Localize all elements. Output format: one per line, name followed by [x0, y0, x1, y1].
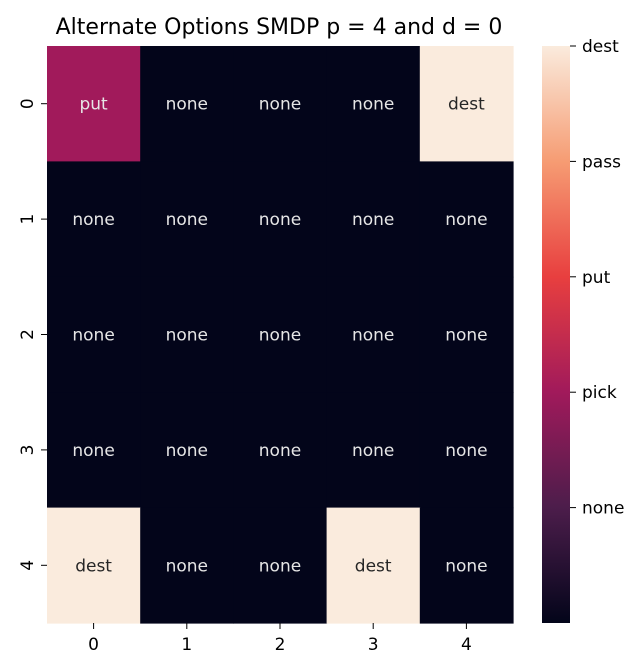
heatmap-cell: [233, 46, 328, 162]
heatmap-cell: [140, 392, 234, 509]
cell-label: none: [352, 441, 394, 461]
heatmap-cell: [419, 392, 514, 509]
heatmap-cell: [140, 46, 234, 162]
heatmap-cell: [233, 507, 328, 624]
y-tick-label: 0: [18, 98, 38, 109]
heatmap-cell: [419, 276, 514, 393]
cell-label: none: [72, 441, 114, 461]
y-tick-label: 1: [18, 214, 38, 225]
cell-label: none: [72, 326, 114, 346]
x-axis: 0 1 2 3 4: [88, 623, 472, 655]
cell-label: none: [259, 210, 301, 230]
heatmap-cell: [233, 276, 328, 393]
x-tick-label: 0: [88, 635, 99, 655]
cell-label: none: [259, 556, 301, 576]
cell-label: none: [166, 441, 208, 461]
heatmap-cell: [326, 46, 421, 162]
heatmap-cell: [47, 161, 141, 278]
heatmap-cell: [326, 276, 421, 393]
cell-label: none: [166, 326, 208, 346]
heatmap-cell: [140, 276, 234, 393]
heatmap-cell: [47, 276, 141, 393]
heatmap-cell: [47, 392, 141, 509]
cell-label: none: [166, 210, 208, 230]
y-tick-label: 4: [18, 560, 38, 571]
cell-label: none: [259, 441, 301, 461]
colorbar: none pick put pass dest: [542, 37, 624, 623]
cell-label: none: [166, 556, 208, 576]
cell-label: none: [259, 326, 301, 346]
cell-label: none: [352, 210, 394, 230]
cell-label: none: [259, 95, 301, 115]
cell-label: none: [445, 441, 487, 461]
colorbar-tick-label: put: [582, 268, 611, 288]
heatmap-cell: [47, 46, 141, 162]
y-axis: 0 1 2 3 4: [18, 98, 47, 571]
heatmap-cell: [47, 507, 141, 624]
heatmap-cell: [233, 392, 328, 509]
cell-label: none: [72, 210, 114, 230]
x-tick-label: 2: [275, 635, 286, 655]
heatmap-cell: [326, 392, 421, 509]
heatmap-cells: put none none none dest none none none none none n…: [47, 46, 514, 624]
y-tick-label: 3: [18, 444, 38, 455]
chart-title: Alternate Options SMDP p = 4 and d = 0: [56, 15, 503, 40]
x-tick-label: 4: [461, 635, 472, 655]
cell-label: dest: [448, 95, 485, 115]
colorbar-tick-label: pass: [582, 152, 621, 172]
cell-label: dest: [75, 556, 112, 576]
heatmap-cell: [233, 161, 328, 278]
cell-label: none: [445, 210, 487, 230]
colorbar-tick-label: pick: [582, 383, 617, 403]
heatmap-cell: [326, 507, 421, 624]
cell-label: put: [79, 95, 108, 115]
heatmap-cell: [140, 161, 234, 278]
y-tick-label: 2: [18, 329, 38, 340]
heatmap-cell: [419, 161, 514, 278]
cell-label: none: [352, 326, 394, 346]
colorbar-tick-label: dest: [582, 37, 619, 57]
cell-label: none: [166, 95, 208, 115]
colorbar-tick-label: none: [582, 499, 624, 519]
x-tick-label: 1: [181, 635, 192, 655]
x-tick-label: 3: [368, 635, 379, 655]
cell-label: none: [352, 95, 394, 115]
colorbar-gradient: [542, 46, 570, 623]
cell-label: none: [445, 326, 487, 346]
heatmap-cell: [419, 46, 514, 162]
heatmap-cell: [326, 161, 421, 278]
heatmap-cell: [419, 507, 514, 624]
cell-label: dest: [355, 556, 392, 576]
heatmap-cell: [140, 507, 234, 624]
cell-label: none: [445, 556, 487, 576]
